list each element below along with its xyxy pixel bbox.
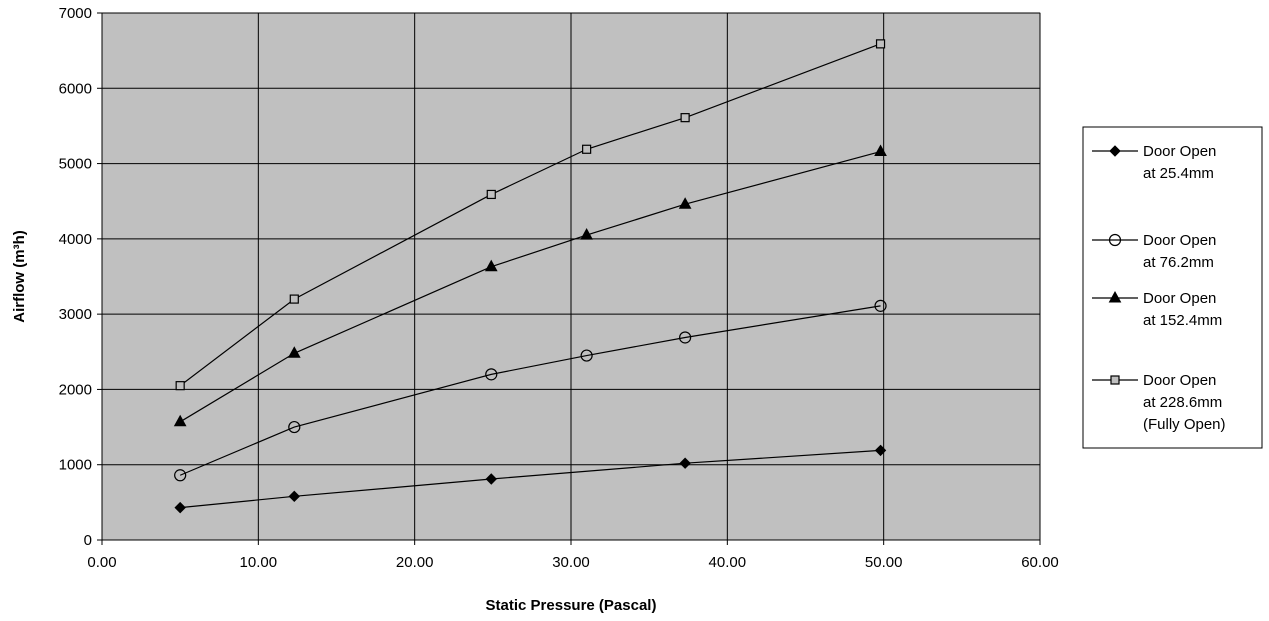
x-axis-title: Static Pressure (Pascal) [486,597,657,614]
series-line [179,305,881,476]
data-point [486,189,496,200]
series-1 [174,444,887,514]
legend-marker [1108,290,1122,303]
legend-label: Door Open [1143,290,1216,307]
data-point [288,490,300,503]
data-point [174,469,187,482]
legend-entry: Door Open at 76.2mm [1092,232,1216,271]
x-axis-ticks: 0.00 10.00 20.00 30.00 40.00 50.00 60.00 [87,540,1059,571]
y-tick-label: 7000 [59,5,92,22]
data-point [679,457,691,469]
legend-label: at 25.4mm [1143,165,1214,182]
x-tick-label: 30.00 [552,554,590,571]
series-3 [173,144,887,427]
legend-label: Door Open [1143,143,1216,160]
legend-entry: Door Open at 228.6mm (Fully Open) [1092,372,1226,433]
legend-label: Door Open [1143,372,1216,389]
legend-box [1082,126,1263,449]
legend-label: at 76.2mm [1143,254,1214,271]
y-tick-label: 6000 [59,80,92,97]
y-tick-label: 3000 [59,306,92,323]
x-tick-label: 10.00 [240,554,278,571]
legend-entry: Door Open at 25.4mm [1092,143,1216,182]
legend-entry: Door Open at 152.4mm [1092,290,1222,329]
data-point [582,144,592,154]
x-tick-label: 40.00 [709,554,747,571]
legend-marker [1108,233,1122,247]
data-point [678,197,692,209]
series-4 [175,39,886,391]
legend-label: Door Open [1143,232,1216,249]
data-point [173,414,187,427]
series-line [179,150,881,423]
data-point [287,346,301,358]
data-point [580,349,593,362]
y-tick-label: 2000 [59,381,92,398]
data-point [485,473,497,485]
data-point [680,113,690,123]
legend-marker [1110,375,1120,385]
legend-marker [1109,145,1121,157]
x-tick-label: 60.00 [1021,554,1059,571]
y-tick-label: 0 [84,532,92,549]
series-group [173,39,887,514]
x-tick-label: 0.00 [87,554,116,571]
data-point [580,228,593,240]
y-tick-label: 4000 [59,231,92,248]
y-tick-label: 5000 [59,156,92,173]
data-point [289,294,299,304]
legend-label: at 152.4mm [1143,312,1222,329]
data-point [485,368,498,381]
series-line [179,43,881,387]
x-tick-label: 20.00 [396,554,434,571]
x-tick-label: 50.00 [865,554,903,571]
y-tick-label: 1000 [59,457,92,474]
y-axis-title: Airflow (m³h) [11,230,28,322]
data-point [679,331,692,344]
legend-label: (Fully Open) [1143,416,1226,433]
data-point [874,299,887,312]
series-2 [174,299,887,482]
data-point [874,144,887,157]
data-point [174,501,186,514]
data-point [288,420,301,434]
data-point [484,259,498,272]
legend-label: at 228.6mm [1143,394,1222,411]
data-point [175,381,185,391]
data-point [874,444,887,457]
data-point [875,39,886,49]
y-axis-ticks: 0 1000 2000 3000 4000 5000 6000 7000 [59,5,102,549]
